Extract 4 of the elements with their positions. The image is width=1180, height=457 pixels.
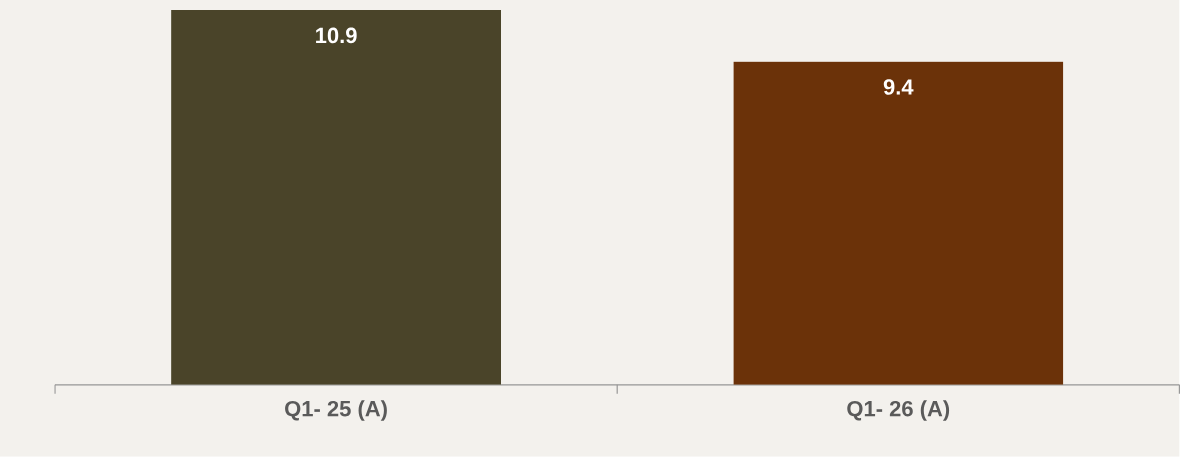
data-label: 9.4 [883, 79, 914, 95]
data-label: 10.9 [316, 27, 357, 44]
x-tick-label: Q1- 26 (A) [847, 400, 950, 421]
x-tick-label: Q1- 25 (A) [285, 400, 387, 421]
